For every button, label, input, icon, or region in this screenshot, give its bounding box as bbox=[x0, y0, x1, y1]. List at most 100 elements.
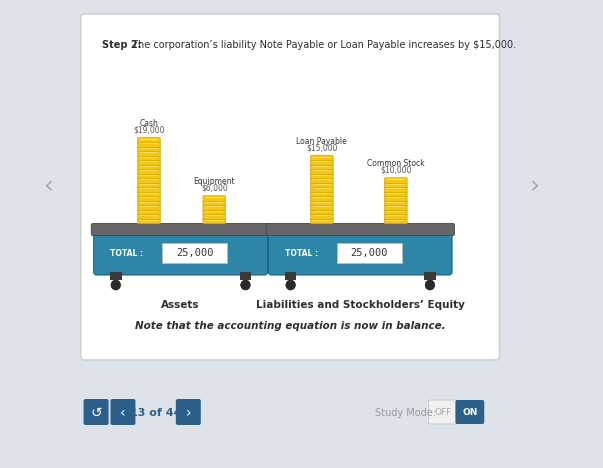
Bar bbox=[313, 183, 330, 185]
FancyBboxPatch shape bbox=[137, 146, 160, 152]
Bar bbox=[140, 170, 157, 171]
FancyBboxPatch shape bbox=[137, 205, 160, 210]
FancyBboxPatch shape bbox=[93, 231, 268, 275]
Bar bbox=[206, 202, 223, 203]
Text: $19,000: $19,000 bbox=[133, 125, 165, 134]
Bar bbox=[387, 179, 405, 180]
FancyBboxPatch shape bbox=[176, 399, 201, 425]
FancyBboxPatch shape bbox=[311, 200, 333, 206]
Bar bbox=[240, 272, 251, 280]
Bar bbox=[140, 156, 157, 158]
Text: OFF: OFF bbox=[434, 408, 452, 417]
FancyBboxPatch shape bbox=[137, 196, 160, 201]
Bar bbox=[313, 219, 330, 221]
Text: 25,000: 25,000 bbox=[351, 248, 388, 258]
Text: ↺: ↺ bbox=[90, 405, 102, 419]
FancyBboxPatch shape bbox=[385, 191, 407, 197]
FancyBboxPatch shape bbox=[137, 164, 160, 170]
Bar bbox=[206, 211, 223, 212]
FancyBboxPatch shape bbox=[137, 214, 160, 219]
Bar bbox=[313, 211, 330, 212]
Bar bbox=[140, 147, 157, 149]
Bar bbox=[206, 219, 223, 221]
Bar bbox=[162, 243, 227, 263]
FancyBboxPatch shape bbox=[311, 196, 333, 201]
Text: Common Stock: Common Stock bbox=[367, 159, 425, 168]
Bar bbox=[140, 211, 157, 212]
Text: $6,000: $6,000 bbox=[201, 184, 227, 193]
FancyBboxPatch shape bbox=[137, 173, 160, 179]
FancyBboxPatch shape bbox=[385, 214, 407, 219]
Text: Cash: Cash bbox=[139, 118, 159, 127]
Bar bbox=[387, 188, 405, 189]
FancyBboxPatch shape bbox=[311, 187, 333, 192]
FancyBboxPatch shape bbox=[429, 400, 457, 424]
Text: Study Mode:: Study Mode: bbox=[374, 408, 436, 417]
Bar bbox=[285, 272, 297, 280]
Text: Note that the accounting equation is now in balance.: Note that the accounting equation is now… bbox=[135, 321, 446, 331]
FancyBboxPatch shape bbox=[385, 209, 407, 215]
Bar bbox=[424, 272, 436, 280]
Bar bbox=[313, 179, 330, 180]
Bar bbox=[313, 175, 330, 176]
Bar bbox=[313, 170, 330, 171]
FancyBboxPatch shape bbox=[311, 164, 333, 170]
Text: TOTAL :: TOTAL : bbox=[285, 249, 318, 257]
Bar bbox=[206, 197, 223, 198]
Text: 25,000: 25,000 bbox=[176, 248, 213, 258]
FancyBboxPatch shape bbox=[311, 214, 333, 219]
Bar bbox=[387, 211, 405, 212]
FancyBboxPatch shape bbox=[385, 205, 407, 210]
Bar bbox=[313, 206, 330, 207]
FancyBboxPatch shape bbox=[137, 142, 160, 147]
FancyBboxPatch shape bbox=[137, 178, 160, 183]
Text: Step 2:: Step 2: bbox=[102, 40, 142, 50]
FancyBboxPatch shape bbox=[311, 160, 333, 165]
Bar bbox=[387, 192, 405, 194]
Text: Liabilities and Stockholders’ Equity: Liabilities and Stockholders’ Equity bbox=[256, 300, 465, 310]
FancyBboxPatch shape bbox=[311, 173, 333, 179]
Bar bbox=[313, 215, 330, 216]
FancyBboxPatch shape bbox=[311, 218, 333, 224]
FancyBboxPatch shape bbox=[385, 218, 407, 224]
Circle shape bbox=[241, 280, 250, 290]
FancyBboxPatch shape bbox=[91, 224, 270, 235]
Bar bbox=[313, 192, 330, 194]
FancyBboxPatch shape bbox=[311, 182, 333, 188]
Bar bbox=[140, 161, 157, 162]
FancyBboxPatch shape bbox=[137, 182, 160, 188]
Bar bbox=[313, 197, 330, 198]
Text: ‹: ‹ bbox=[120, 405, 126, 419]
Text: ›: › bbox=[186, 405, 191, 419]
FancyBboxPatch shape bbox=[385, 178, 407, 183]
Circle shape bbox=[425, 280, 435, 290]
Bar bbox=[140, 197, 157, 198]
FancyBboxPatch shape bbox=[203, 196, 226, 201]
Bar bbox=[387, 206, 405, 207]
FancyBboxPatch shape bbox=[203, 209, 226, 215]
Bar bbox=[140, 152, 157, 153]
FancyBboxPatch shape bbox=[137, 155, 160, 161]
Bar bbox=[140, 183, 157, 185]
Text: The corporation’s liability Note Payable or Loan Payable increases by $15,000.: The corporation’s liability Note Payable… bbox=[129, 40, 516, 50]
Bar bbox=[206, 206, 223, 207]
FancyBboxPatch shape bbox=[203, 214, 226, 219]
Bar bbox=[140, 175, 157, 176]
Text: ‹: ‹ bbox=[43, 175, 53, 199]
Bar bbox=[336, 243, 402, 263]
FancyBboxPatch shape bbox=[311, 209, 333, 215]
Text: Assets: Assets bbox=[162, 300, 200, 310]
FancyBboxPatch shape bbox=[385, 182, 407, 188]
Bar bbox=[387, 202, 405, 203]
Circle shape bbox=[286, 280, 295, 290]
FancyBboxPatch shape bbox=[266, 224, 455, 235]
Bar bbox=[387, 183, 405, 185]
Bar bbox=[140, 215, 157, 216]
Text: ON: ON bbox=[462, 408, 478, 417]
Bar bbox=[140, 219, 157, 221]
FancyBboxPatch shape bbox=[110, 399, 136, 425]
FancyBboxPatch shape bbox=[137, 160, 160, 165]
Bar bbox=[206, 215, 223, 216]
FancyBboxPatch shape bbox=[268, 231, 452, 275]
Bar bbox=[313, 156, 330, 158]
